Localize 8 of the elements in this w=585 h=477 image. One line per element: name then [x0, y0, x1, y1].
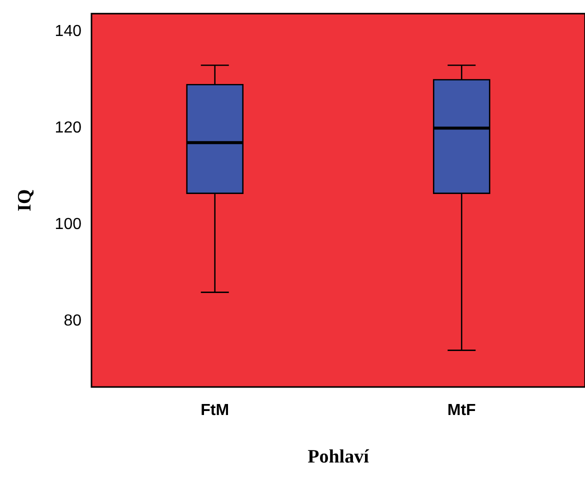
y-tick-label: 140: [54, 22, 82, 40]
y-tick-label: 120: [54, 119, 82, 136]
y-axis-title: IQ: [14, 189, 36, 212]
x-axis-title: Pohlaví: [308, 446, 370, 468]
x-tick-label: MtF: [447, 402, 476, 420]
y-tick-label: 80: [64, 312, 82, 330]
x-tick-label: FtM: [200, 402, 230, 420]
y-tick-label: 100: [54, 216, 82, 234]
